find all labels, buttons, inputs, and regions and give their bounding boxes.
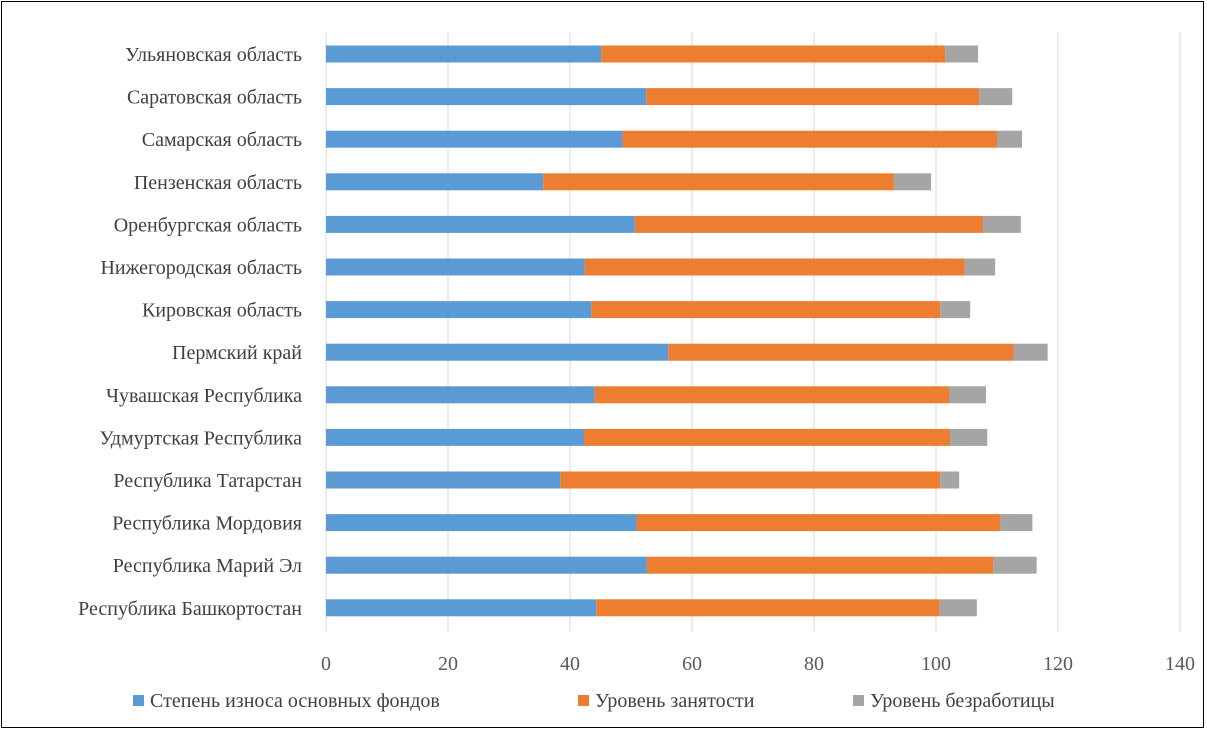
category-label: Пензенская область xyxy=(134,172,302,194)
bar-segment xyxy=(940,301,971,319)
bar-segment xyxy=(964,258,996,276)
bar-segment xyxy=(596,599,940,617)
category-label: Саратовская область xyxy=(127,87,302,109)
bar-segment xyxy=(326,215,635,233)
category-labels: Ульяновская область Саратовская область Са… xyxy=(78,44,302,620)
legend-label: Уровень занятости xyxy=(595,690,755,712)
legend-swatch xyxy=(853,695,864,706)
bars xyxy=(326,45,1048,617)
bar-segment xyxy=(950,428,988,446)
bar-segment xyxy=(326,88,647,106)
legend-swatch xyxy=(578,695,589,706)
legend: Степень износа основных фондов Уровень за… xyxy=(133,690,1055,712)
bar-segment xyxy=(668,343,1014,361)
legend-swatch xyxy=(133,695,144,706)
bar-segment xyxy=(982,215,1021,233)
bar-segment xyxy=(326,599,597,617)
bar-segment xyxy=(646,556,994,574)
legend-label: Степень износа основных фондов xyxy=(150,690,440,712)
bar-segment xyxy=(940,471,960,489)
bar-segment xyxy=(326,301,592,319)
bar-segment xyxy=(326,343,669,361)
bar-segment xyxy=(594,386,950,404)
bar-segment xyxy=(326,386,595,404)
bar-segment xyxy=(326,258,585,276)
bar-segment xyxy=(939,599,977,617)
gridlines xyxy=(325,32,1181,632)
category-label: Республика Татарстан xyxy=(113,470,302,492)
bar-segment xyxy=(326,428,585,446)
legend-label: Уровень безработицы xyxy=(870,690,1055,712)
bar-segment xyxy=(326,471,561,489)
bar-segment xyxy=(646,88,980,106)
bar-segment xyxy=(636,514,1001,532)
category-label: Республика Мордовия xyxy=(112,513,302,535)
category-label: Республика Марий Эл xyxy=(113,555,302,577)
x-tick-label: 20 xyxy=(438,653,458,675)
x-axis-ticks: 0 20 40 60 80 100 120 140 xyxy=(321,653,1195,675)
bar-segment xyxy=(634,215,983,233)
x-tick-label: 140 xyxy=(1165,653,1195,675)
bar-segment xyxy=(997,130,1023,148)
x-tick-label: 80 xyxy=(804,653,824,675)
bar-segment xyxy=(584,258,965,276)
bar-segment xyxy=(326,130,623,148)
x-tick-label: 120 xyxy=(1043,653,1073,675)
bar-segment xyxy=(993,556,1037,574)
category-label: Ульяновская область xyxy=(125,44,302,66)
bar-segment xyxy=(326,173,544,191)
x-tick-label: 60 xyxy=(682,653,702,675)
bar-segment xyxy=(601,45,946,63)
bar-segment xyxy=(1013,343,1048,361)
bar-segment xyxy=(979,88,1013,106)
bar-segment xyxy=(326,45,602,63)
x-tick-label: 0 xyxy=(321,653,331,675)
category-label: Оренбургская область xyxy=(114,214,302,236)
category-label: Пермский край xyxy=(172,342,302,364)
bar-segment xyxy=(326,514,637,532)
bar-segment xyxy=(893,173,932,191)
bar-segment xyxy=(560,471,941,489)
x-tick-label: 40 xyxy=(560,653,580,675)
bar-segment xyxy=(945,45,979,63)
bar-segment xyxy=(1000,514,1033,532)
category-label: Удмуртская Республика xyxy=(100,427,303,449)
bar-segment xyxy=(584,428,951,446)
bar-segment xyxy=(591,301,941,319)
category-label: Чувашская Республика xyxy=(106,385,302,407)
category-label: Кировская область xyxy=(142,300,302,322)
category-label: Нижегородская область xyxy=(100,257,302,279)
bar-segment xyxy=(622,130,997,148)
category-label: Самарская область xyxy=(142,129,302,151)
bar-segment xyxy=(543,173,894,191)
category-label: Республика Башкортостан xyxy=(78,598,302,620)
x-tick-label: 100 xyxy=(921,653,951,675)
bar-segment xyxy=(326,556,647,574)
bar-segment xyxy=(949,386,987,404)
